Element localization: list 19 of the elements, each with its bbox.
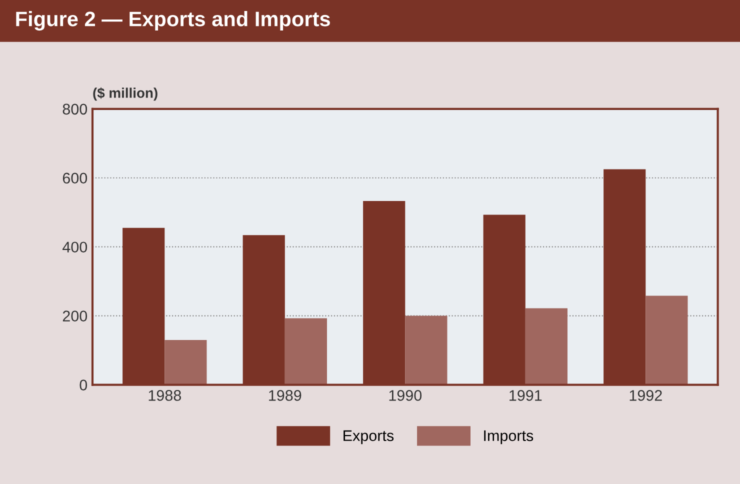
y-tick-label: 600: [62, 172, 88, 184]
bar: [164, 340, 207, 385]
bar: [405, 316, 448, 385]
bar: [525, 308, 568, 385]
legend-label: Exports: [344, 430, 394, 444]
y-tick-label: 800: [62, 104, 88, 115]
y-tick-label: 200: [62, 310, 88, 322]
chart-title: Figure 2 — Exports and Imports: [16, 11, 330, 31]
x-tick-label: 1990: [389, 390, 422, 401]
x-tick-label: 1989: [269, 390, 302, 401]
x-tick-label: 1992: [630, 390, 662, 401]
x-tick-label: 1988: [148, 390, 181, 401]
y-axis-title: ($ million): [93, 87, 158, 101]
x-tick-label: 1991: [510, 390, 542, 401]
legend-label: Imports: [484, 430, 534, 444]
bar: [646, 296, 688, 385]
y-tick-label: 0: [80, 380, 88, 390]
y-tick-label: 400: [62, 242, 88, 253]
bar: [284, 318, 327, 385]
